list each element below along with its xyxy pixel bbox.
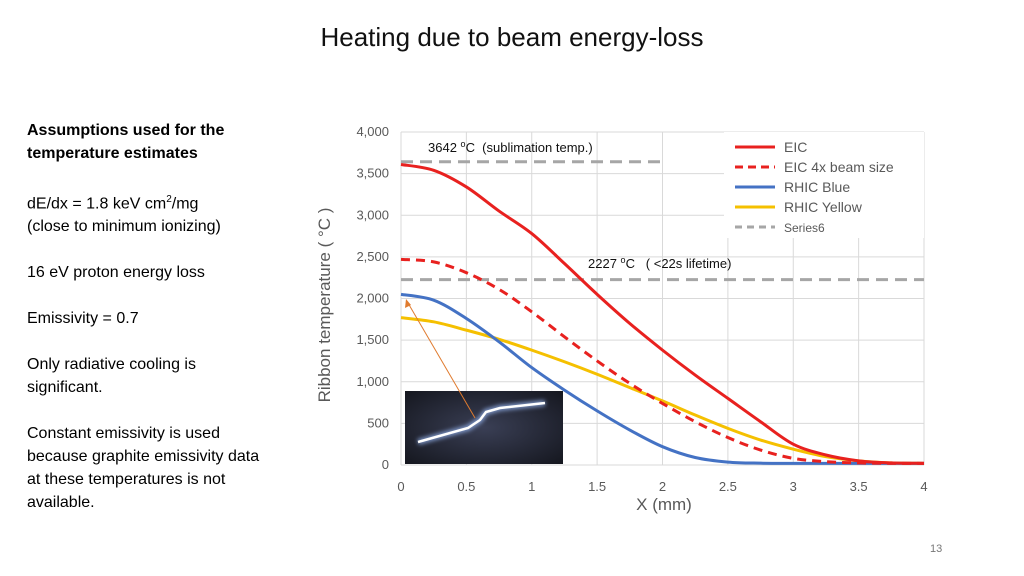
legend-entry: RHIC Yellow: [784, 199, 863, 215]
legend-entry: EIC: [784, 139, 807, 155]
legend-entry: EIC 4x beam size: [784, 159, 894, 175]
series-lines: [400, 162, 925, 465]
y-tick-label: 0: [382, 457, 389, 472]
dedx-note: (close to minimum ionizing): [27, 218, 221, 236]
x-tick-label: 1.5: [588, 479, 606, 494]
y-tick-label: 3,000: [356, 207, 389, 222]
legend-entry: Series6: [784, 221, 825, 235]
y-tick-label: 2,500: [356, 249, 389, 264]
dedx-suffix: /mg: [171, 195, 199, 213]
x-tick-label: 3.5: [850, 479, 868, 494]
x-tick-label: 2.5: [719, 479, 737, 494]
tick-labels: 0 500 1,000 1,500 2,000 2,500 3,000 3,500 4,000 0…: [356, 124, 927, 494]
series-line-eic: [400, 162, 925, 465]
x-tick-label: 1: [528, 479, 535, 494]
x-tick-label: 0: [397, 479, 404, 494]
emissivity-text: Emissivity = 0.7: [27, 310, 139, 328]
y-tick-label: 1,000: [356, 374, 389, 389]
reference-lines: [401, 160, 924, 282]
x-axis-label: X (mm): [636, 495, 692, 514]
dedx-prefix: dE/dx = 1.8 keV cm: [27, 195, 167, 213]
legend-entry: RHIC Blue: [784, 179, 850, 195]
y-tick-label: 3,500: [356, 166, 389, 181]
x-tick-label: 3: [790, 479, 797, 494]
y-axis-label: Ribbon temperature ( °C ): [315, 208, 334, 403]
cooling-text: Only radiative cooling is significant.: [27, 356, 196, 397]
assumptions-panel: Assumptions used for the temperature est…: [27, 119, 267, 537]
series-line-eic-4x-beam-size: [400, 257, 925, 465]
ribbon-photo: [405, 391, 563, 464]
x-tick-label: 0.5: [457, 479, 475, 494]
y-tick-label: 2,000: [356, 291, 389, 306]
photo-arrow: [405, 299, 476, 419]
slide-title: Heating due to beam energy-loss: [320, 22, 704, 52]
lifetime-annotation: 2227 oC ( <22s lifetime): [588, 255, 731, 271]
y-tick-label: 500: [367, 415, 389, 430]
legend-background: [724, 132, 924, 238]
assumptions-heading: Assumptions used for the temperature est…: [27, 122, 225, 162]
dedx-text: dE/dx = 1.8 keV cm2/mg (close to minimum…: [27, 188, 267, 238]
page-number: 13: [930, 543, 943, 555]
y-tick-label: 1,500: [356, 332, 389, 347]
sublimation-annotation: 3642 oC (sublimation temp.): [428, 139, 593, 155]
x-tick-label: 2: [659, 479, 666, 494]
constant-emissivity-text: Constant emissivity is used because grap…: [27, 425, 260, 512]
y-tick-label: 4,000: [356, 124, 389, 139]
dedx-sup: 2: [166, 194, 172, 205]
x-tick-label: 4: [920, 479, 927, 494]
chart-legend: EIC EIC 4x beam size RHIC Blue RHIC Yellow S…: [735, 139, 894, 235]
energy-loss-text: 16 eV proton energy loss: [27, 264, 205, 282]
